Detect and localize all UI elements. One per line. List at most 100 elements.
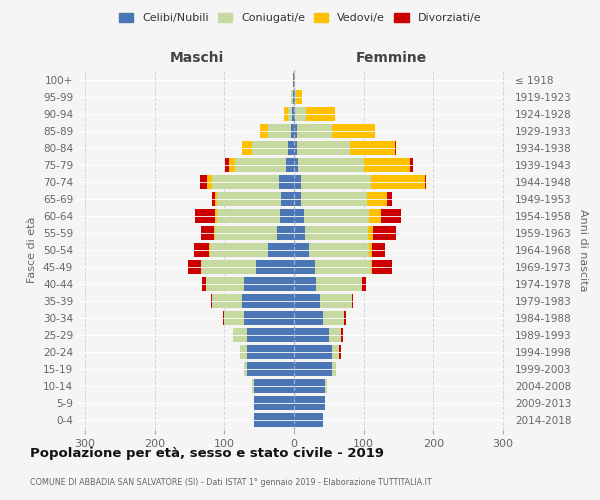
- Bar: [294, 277, 316, 291]
- Bar: [295, 107, 306, 121]
- Bar: [291, 90, 293, 104]
- Bar: [290, 124, 294, 138]
- Bar: [294, 175, 301, 189]
- Bar: [242, 141, 252, 155]
- Bar: [425, 175, 427, 189]
- Bar: [371, 260, 372, 274]
- Bar: [268, 124, 290, 138]
- Bar: [254, 396, 294, 410]
- Bar: [215, 226, 277, 240]
- Bar: [410, 158, 413, 172]
- Bar: [315, 260, 371, 274]
- Bar: [242, 294, 294, 308]
- Bar: [224, 311, 244, 325]
- Bar: [323, 311, 344, 325]
- Bar: [386, 192, 392, 206]
- Bar: [215, 192, 217, 206]
- Bar: [202, 226, 214, 240]
- Bar: [293, 73, 294, 87]
- Bar: [212, 192, 215, 206]
- Bar: [211, 294, 212, 308]
- Bar: [304, 209, 368, 223]
- Bar: [254, 379, 294, 393]
- Bar: [368, 209, 381, 223]
- Bar: [298, 141, 350, 155]
- Text: Popolazione per età, sesso e stato civile - 2019: Popolazione per età, sesso e stato civil…: [30, 448, 384, 460]
- Bar: [286, 158, 294, 172]
- Bar: [268, 243, 294, 257]
- Bar: [256, 260, 294, 274]
- Bar: [278, 175, 294, 189]
- Bar: [310, 243, 368, 257]
- Bar: [214, 226, 215, 240]
- Bar: [292, 107, 294, 121]
- Bar: [316, 277, 362, 291]
- Bar: [395, 141, 397, 155]
- Bar: [344, 311, 346, 325]
- Bar: [350, 141, 395, 155]
- Bar: [294, 90, 295, 104]
- Bar: [297, 124, 332, 138]
- Bar: [294, 158, 298, 172]
- Bar: [295, 90, 296, 104]
- Bar: [306, 107, 335, 121]
- Bar: [294, 345, 332, 359]
- Bar: [288, 107, 292, 121]
- Bar: [371, 175, 425, 189]
- Bar: [247, 362, 294, 376]
- Text: Maschi: Maschi: [170, 52, 224, 66]
- Text: Femmine: Femmine: [356, 52, 427, 66]
- Bar: [367, 192, 386, 206]
- Bar: [372, 260, 392, 274]
- Bar: [215, 209, 217, 223]
- Bar: [294, 124, 297, 138]
- Bar: [200, 175, 207, 189]
- Bar: [301, 175, 371, 189]
- Bar: [233, 328, 247, 342]
- Bar: [294, 379, 325, 393]
- Bar: [294, 192, 301, 206]
- Bar: [260, 124, 268, 138]
- Bar: [339, 345, 341, 359]
- Bar: [301, 192, 367, 206]
- Y-axis label: Anni di nascita: Anni di nascita: [578, 209, 588, 291]
- Bar: [244, 362, 247, 376]
- Bar: [202, 277, 206, 291]
- Bar: [294, 328, 329, 342]
- Bar: [305, 226, 368, 240]
- Bar: [332, 345, 339, 359]
- Bar: [252, 141, 289, 155]
- Bar: [235, 158, 286, 172]
- Bar: [352, 294, 353, 308]
- Bar: [225, 158, 229, 172]
- Bar: [294, 260, 315, 274]
- Bar: [293, 90, 294, 104]
- Bar: [281, 192, 294, 206]
- Bar: [209, 243, 211, 257]
- Bar: [294, 362, 332, 376]
- Bar: [254, 413, 294, 427]
- Bar: [373, 226, 396, 240]
- Bar: [294, 141, 298, 155]
- Bar: [289, 141, 294, 155]
- Bar: [332, 124, 375, 138]
- Bar: [362, 277, 366, 291]
- Bar: [194, 243, 209, 257]
- Bar: [252, 379, 254, 393]
- Bar: [381, 209, 401, 223]
- Bar: [206, 277, 244, 291]
- Bar: [212, 175, 278, 189]
- Bar: [368, 226, 373, 240]
- Bar: [294, 73, 295, 87]
- Bar: [298, 158, 364, 172]
- Bar: [364, 158, 410, 172]
- Y-axis label: Fasce di età: Fasce di età: [28, 217, 37, 283]
- Bar: [239, 345, 247, 359]
- Bar: [296, 90, 302, 104]
- Bar: [294, 107, 295, 121]
- Bar: [244, 311, 294, 325]
- Bar: [329, 328, 341, 342]
- Bar: [247, 345, 294, 359]
- Bar: [211, 243, 268, 257]
- Bar: [202, 260, 256, 274]
